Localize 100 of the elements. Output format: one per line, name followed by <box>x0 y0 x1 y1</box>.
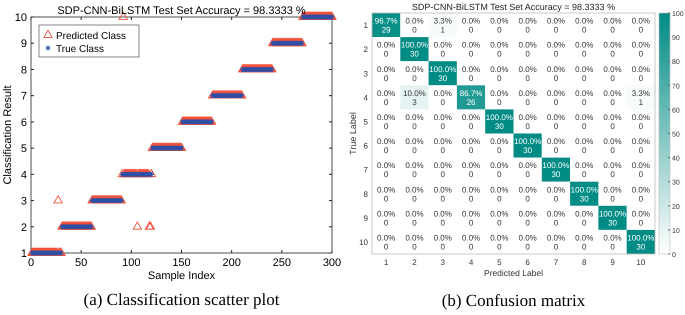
x-tick-label: 100 <box>122 257 141 269</box>
data-label: 86.7% 26 <box>460 88 482 107</box>
data-label: 0.0% 0 <box>462 209 480 228</box>
data-label: 100.0% 30 <box>570 185 598 204</box>
y-tick-label: 8 <box>20 64 27 76</box>
data-label: 0.0% 0 <box>632 16 650 35</box>
x-tick-label: 200 <box>222 257 241 269</box>
y-tick-label: 3 <box>364 69 369 78</box>
data-label: 0.0% 0 <box>518 64 537 83</box>
x-tick-label: 4 <box>468 258 474 267</box>
data-label: 0.0% 0 <box>377 161 396 180</box>
data-label: 10.0% 3 <box>403 88 426 107</box>
data-label: 0.0% 0 <box>632 40 650 59</box>
data-label: 0.0% 0 <box>462 112 480 131</box>
x-axis-title: Sample Index <box>148 270 216 282</box>
data-label: 100.0% 30 <box>542 161 570 180</box>
y-tick-label: 6 <box>20 116 27 129</box>
y-tick-label: 5 <box>20 143 27 156</box>
data-label: 0.0% 0 <box>546 137 566 156</box>
data-label: 100.0% 30 <box>514 137 542 156</box>
data-label: 0.0% 0 <box>518 185 537 204</box>
data-label: 0.0% 0 <box>518 112 537 131</box>
y-tick-label: 10 <box>359 238 369 247</box>
y-tick-label: 4 <box>364 93 369 102</box>
data-label: 0.0% 0 <box>632 185 650 204</box>
chart-title: SDP-CNN-BiLSTM Test Set Accuracy = 98.3333 % <box>412 2 616 12</box>
data-label: 0.0% 0 <box>603 40 622 59</box>
data-label: 0.0% 0 <box>405 64 424 83</box>
data-label: 0.0% 0 <box>603 112 622 131</box>
data-label: 0.0% 0 <box>575 112 594 131</box>
x-tick-label: 3 <box>440 258 446 267</box>
data-label: 100.0% 30 <box>627 233 654 252</box>
data-label: 0.0% 0 <box>575 209 594 228</box>
y-tick-label: 6 <box>364 142 369 151</box>
legend-label: True Class <box>56 44 104 55</box>
data-label: 0.0% 0 <box>575 16 594 35</box>
y-tick-label: 2 <box>20 222 27 234</box>
data-label: 0.0% 0 <box>575 88 594 107</box>
data-label: 100.0% 30 <box>598 209 626 228</box>
x-tick-label: 8 <box>582 258 588 267</box>
y-tick-label: 3 <box>20 196 27 208</box>
text: (b) Confusion matrix <box>442 291 586 310</box>
data-label: 0.0% 0 <box>462 161 480 180</box>
data-label: 0.0% 0 <box>490 16 508 35</box>
data-label: 0.0% 0 <box>546 112 566 131</box>
data-label: 0.0% 0 <box>603 161 622 180</box>
data-label: 0.0% 0 <box>518 209 537 228</box>
data-label: 0.0% 0 <box>462 137 480 156</box>
x-tick-label: 0 <box>28 257 34 269</box>
x-tick-label: 9 <box>610 258 616 267</box>
data-label: 100.0% 30 <box>400 40 428 59</box>
x-tick-label: 250 <box>272 257 292 269</box>
data-label: 0.0% 0 <box>405 185 424 204</box>
data-label: 0.0% 0 <box>632 137 650 156</box>
data-label: 0.0% 0 <box>377 233 396 252</box>
x-tick-label: 1 <box>384 258 389 267</box>
data-label: 0.0% 0 <box>546 16 566 35</box>
data-label: 0.0% 0 <box>377 209 396 228</box>
y-tick-label: 10 <box>14 12 27 24</box>
data-label: 0.0% 0 <box>575 233 594 252</box>
data-label: 0.0% 0 <box>518 40 537 59</box>
y-axis-title: True Label <box>348 112 358 155</box>
data-label: 0.0% 0 <box>377 185 396 204</box>
x-tick-label: 2 <box>412 258 418 267</box>
y-tick-label: 9 <box>20 38 27 50</box>
data-label: 0.0% 0 <box>462 64 480 83</box>
x-tick-label: 6 <box>525 258 530 267</box>
data-label: 100.0% 30 <box>429 64 456 83</box>
data-label: 0.0% 0 <box>405 137 424 156</box>
data-label: 0.0% 0 <box>518 161 537 180</box>
x-axis-title: Predicted Label <box>484 268 544 278</box>
data-label: 0.0% 0 <box>518 88 537 107</box>
data-label: 0.0% 0 <box>575 64 594 83</box>
data-label: 0.0% 0 <box>603 88 622 107</box>
x-tick-label: 50 <box>75 257 88 269</box>
data-label: 0.0% 0 <box>405 16 424 35</box>
data-label: 0.0% 0 <box>490 137 508 156</box>
data-label: 0.0% 0 <box>377 88 396 107</box>
data-label: 0.0% 0 <box>603 64 622 83</box>
data-label: 0.0% 0 <box>603 16 622 35</box>
y-tick-label: 8 <box>364 190 369 199</box>
y-tick-label: 5 <box>364 117 369 126</box>
x-tick-label: 10 <box>636 258 646 267</box>
y-axis-title: Classification Result <box>2 85 14 185</box>
data-label: 0.0% 0 <box>518 233 537 252</box>
data-label: 0.0% 0 <box>632 161 650 180</box>
data-label: 0.0% 0 <box>405 161 424 180</box>
data-label: 3.3% 1 <box>434 16 452 35</box>
data-label: 0.0% 0 <box>575 40 594 59</box>
data-label: 0.0% 0 <box>434 137 452 156</box>
data-label: 0.0% 0 <box>632 64 650 83</box>
data-label: 0.0% 0 <box>518 16 537 35</box>
data-label: 0.0% 0 <box>434 112 452 131</box>
data-label: 0.0% 0 <box>490 40 508 59</box>
data-label: 0.0% 0 <box>434 233 452 252</box>
data-label: 0.0% 0 <box>632 209 650 228</box>
data-label: 3.3% 1 <box>632 88 650 107</box>
data-label: 0.0% 0 <box>377 137 396 156</box>
data-label: 0.0% 0 <box>603 137 622 156</box>
data-label: 0.0% 0 <box>462 185 480 204</box>
